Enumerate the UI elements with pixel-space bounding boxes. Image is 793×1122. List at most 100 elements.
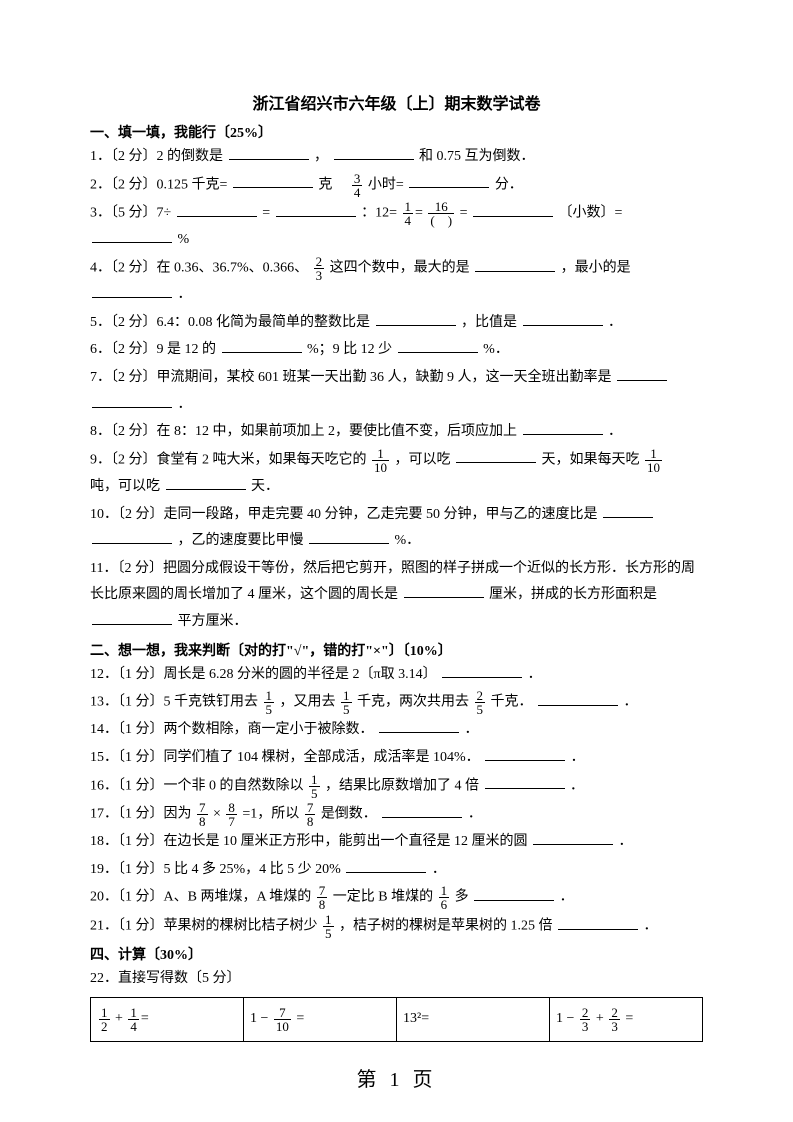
calc-cell-4[interactable]: 1 − 23 + 23 = (550, 997, 703, 1041)
fraction-7-10: 710 (274, 1006, 291, 1033)
q13-text-e: ． (624, 695, 638, 710)
q18-text-b: ． (619, 834, 633, 849)
q4-text-b: 这四个数中，最大的是 (330, 261, 470, 276)
question-2: 2．〔2 分〕0.125 千克= 克 34 小时= 分． (90, 172, 703, 199)
blank[interactable] (346, 859, 426, 873)
blank[interactable] (473, 203, 553, 217)
q11-text-b: 厘米，拼成的长方形面积是 (489, 587, 657, 602)
section-4-header: 四、计算〔30%〕 (90, 944, 703, 964)
blank[interactable] (92, 394, 172, 408)
question-3: 3．〔5 分〕7÷ = ：12= 14= 16( ) = 〔小数〕= % (90, 200, 703, 254)
q1-text-c: 和 0.75 互为倒数． (419, 149, 535, 164)
calc-c3: 13²= (403, 1011, 429, 1026)
q10-text-a: 10．〔2 分〕走同一段路，甲走完要 40 分钟，乙走完要 50 分钟，甲与乙的… (90, 507, 598, 522)
fraction-7-8: 78 (197, 801, 208, 828)
blank[interactable] (229, 146, 309, 160)
blank[interactable] (409, 174, 489, 188)
q10-text-c: %． (395, 533, 421, 548)
question-18: 18．〔1 分〕在边长是 10 厘米正方形中，能剪出一个直径是 12 厘米的圆 … (90, 829, 703, 856)
blank[interactable] (398, 339, 478, 353)
question-4: 4．〔2 分〕在 0.36、36.7%、0.366、 23 这四个数中，最大的是… (90, 255, 703, 309)
fraction-7-8c: 78 (317, 884, 328, 911)
calc-c4a: 1 − (556, 1011, 574, 1026)
q16-text-a: 16．〔1 分〕一个非 0 的自然数除以 (90, 778, 304, 793)
fraction-3-4: 34 (352, 172, 363, 199)
q20-text-d: ． (560, 890, 574, 905)
fraction-7-8b: 78 (305, 801, 316, 828)
fraction-1-10: 110 (372, 447, 389, 474)
blank[interactable] (382, 804, 462, 818)
blank[interactable] (92, 284, 172, 298)
blank[interactable] (276, 203, 356, 217)
question-7: 7．〔2 分〕甲流期间，某校 601 班某一天出勤 36 人，缺勤 9 人，这一… (90, 365, 703, 418)
q21-text-c: ． (644, 919, 658, 934)
blank[interactable] (523, 421, 603, 435)
blank[interactable] (379, 719, 459, 733)
q12-text-a: 12．〔1 分〕周长是 6.28 分米的圆的半径是 2〔π取 3.14〕 (90, 667, 437, 682)
q9-text-e: 天． (251, 479, 279, 494)
q7-text-a: 7．〔2 分〕甲流期间，某校 601 班某一天出勤 36 人，缺勤 9 人，这一… (90, 370, 612, 385)
q8-text-b: ． (608, 424, 622, 439)
fraction-1-5b: 15 (341, 689, 352, 716)
blank[interactable] (404, 584, 484, 598)
q13-text-d: 千克． (491, 695, 533, 710)
blank[interactable] (92, 229, 172, 243)
question-9: 9．〔2 分〕食堂有 2 吨大米，如果每天吃它的 110 ，可以吃 天，如果每天… (90, 447, 703, 501)
blank[interactable] (533, 831, 613, 845)
blank[interactable] (92, 530, 172, 544)
blank[interactable] (485, 747, 565, 761)
fraction-2-3c: 23 (609, 1006, 620, 1033)
blank[interactable] (538, 692, 618, 706)
q20-text-a: 20．〔1 分〕A、B 两堆煤，A 堆煤的 (90, 890, 311, 905)
blank[interactable] (166, 476, 246, 490)
question-19: 19．〔1 分〕5 比 4 多 25%，4 比 5 少 20% ． (90, 857, 703, 884)
question-15: 15．〔1 分〕同学们植了 104 棵树，全部成活，成活率是 104%． ． (90, 745, 703, 772)
q7-text-b: ． (178, 397, 192, 412)
blank[interactable] (523, 312, 603, 326)
q2-text-b: 克 (318, 177, 346, 192)
blank[interactable] (474, 887, 554, 901)
q5-text-b: ，比值是 (461, 315, 517, 330)
calc-cell-3[interactable]: 13²= (397, 997, 550, 1041)
blank[interactable] (177, 203, 257, 217)
blank[interactable] (309, 530, 389, 544)
blank[interactable] (222, 339, 302, 353)
question-11: 11．〔2 分〕把圆分成假设干等份，然后把它剪开，照图的样子拼成一个近似的长方形… (90, 556, 703, 636)
q3-text-d: = (460, 206, 468, 221)
fraction-1-4: 14 (403, 200, 414, 227)
blank[interactable] (617, 367, 667, 381)
q19-text-b: ． (432, 862, 446, 877)
question-12: 12．〔1 分〕周长是 6.28 分米的圆的半径是 2〔π取 3.14〕 ． (90, 662, 703, 689)
fraction-1-4b: 14 (128, 1006, 139, 1033)
blank[interactable] (233, 174, 313, 188)
fraction-2-5: 25 (475, 689, 486, 716)
q13-text-c: 千克，两次共用去 (357, 695, 469, 710)
fraction-1-5: 15 (264, 689, 275, 716)
q17-text-d: 是倒数． (321, 807, 377, 822)
question-8: 8．〔2 分〕在 8：12 中，如果前项加上 2，要使比值不变，后项应加上 ． (90, 419, 703, 446)
fraction-1-5c: 15 (309, 773, 320, 800)
blank[interactable] (456, 449, 536, 463)
q8-text-a: 8．〔2 分〕在 8：12 中，如果前项加上 2，要使比值不变，后项应加上 (90, 424, 517, 439)
blank[interactable] (485, 775, 565, 789)
q1-text-a: 1．〔2 分〕2 的倒数是 (90, 149, 223, 164)
q15-text-a: 15．〔1 分〕同学们植了 104 棵树，全部成活，成活率是 104%． (90, 750, 480, 765)
blank[interactable] (334, 146, 414, 160)
q17-text-a: 17．〔1 分〕因为 (90, 807, 192, 822)
section-2-header: 二、想一想，我来判断〔对的打"√"，错的打"×"〕〔10%〕 (90, 640, 703, 660)
q1-text-b: ， (314, 149, 328, 164)
blank[interactable] (442, 664, 522, 678)
q17-text-b: × (213, 807, 221, 822)
q21-text-b: ，桔子树的棵树是苹果树的 1.25 倍 (339, 919, 553, 934)
blank[interactable] (92, 611, 172, 625)
blank[interactable] (558, 916, 638, 930)
question-13: 13．〔1 分〕5 千克铁钉用去 15 ，又用去 15 千克，两次共用去 25 … (90, 689, 703, 716)
q13-text-a: 13．〔1 分〕5 千克铁钉用去 (90, 695, 258, 710)
blank[interactable] (376, 312, 456, 326)
blank[interactable] (603, 504, 653, 518)
question-20: 20．〔1 分〕A、B 两堆煤，A 堆煤的 78 一定比 B 堆煤的 16 多 … (90, 884, 703, 911)
blank[interactable] (475, 258, 555, 272)
calc-cell-1[interactable]: 12 + 14= (91, 997, 244, 1041)
q5-text-c: ． (608, 315, 622, 330)
calc-cell-2[interactable]: 1 − 710 = (244, 997, 397, 1041)
